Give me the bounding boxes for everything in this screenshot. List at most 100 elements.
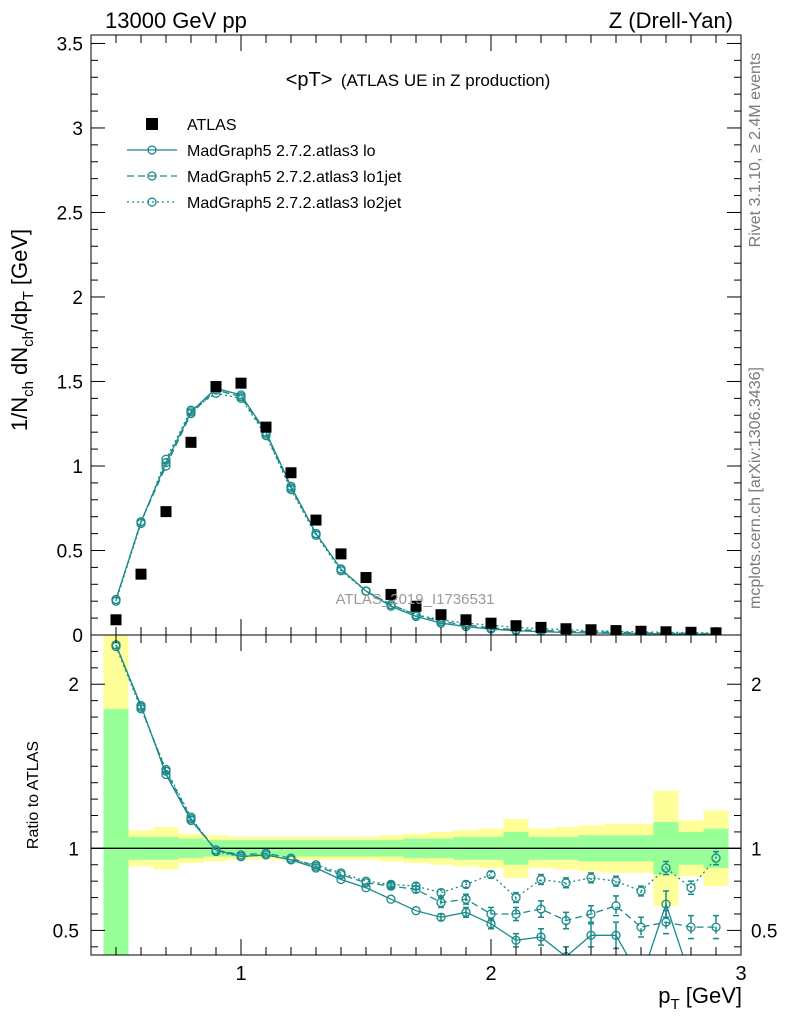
ratio-point <box>611 930 621 940</box>
data-point <box>435 609 447 621</box>
ratio-point <box>561 915 571 926</box>
x-axis-label: pT [GeV] <box>658 983 742 1013</box>
ratio-point <box>636 886 646 896</box>
data-point <box>360 572 372 584</box>
data-point <box>161 454 171 464</box>
data-point <box>310 514 322 526</box>
ratio-point <box>536 874 546 885</box>
ratio-point <box>361 883 371 893</box>
data-point <box>160 506 172 518</box>
data-point <box>186 405 196 415</box>
ratio-y-tick-label: 0.5 <box>53 921 79 942</box>
legend-marker-circle <box>147 171 157 181</box>
ratio-point <box>711 922 721 932</box>
data-point <box>510 620 522 632</box>
plot-title-sub: (ATLAS UE in Z production) <box>341 71 550 90</box>
ratio-point <box>637 976 645 984</box>
ratio-point <box>511 909 521 919</box>
ratio-point <box>661 917 671 927</box>
ratio-point <box>536 932 546 942</box>
data-point <box>460 614 472 626</box>
ratio-y-tick-label-right: 1 <box>751 839 762 860</box>
ratio-point <box>711 853 721 863</box>
data-point <box>410 600 422 612</box>
ratio-point <box>586 909 596 919</box>
data-point <box>135 568 147 580</box>
ratio-point <box>561 878 571 888</box>
ratio-series-1 <box>111 640 721 940</box>
y-tick-label: 1 <box>72 457 83 478</box>
ratio-point <box>636 922 646 932</box>
ratio-point <box>336 868 346 878</box>
data-point <box>336 566 346 576</box>
data-point <box>386 599 396 610</box>
data-point <box>136 518 146 529</box>
y-tick-label: 0.5 <box>57 541 83 562</box>
energy-label: 13000 GeV pp <box>105 8 247 33</box>
ratio-point <box>161 764 171 775</box>
ratio-point <box>386 879 396 890</box>
data-point <box>236 393 246 404</box>
ratio-point <box>236 851 246 862</box>
series-line <box>115 392 717 634</box>
x-tick-label: 2 <box>485 963 496 985</box>
y-tick-label: 2 <box>72 288 83 309</box>
data-point <box>161 461 171 471</box>
ratio-point <box>411 884 421 895</box>
ratio-point <box>436 897 446 908</box>
plot-title: <pT> (ATLAS UE in Z production) <box>286 69 551 91</box>
ratio-point <box>411 906 421 916</box>
x-tick-label: 1 <box>235 963 246 985</box>
y-tick-label: 1.5 <box>57 372 83 393</box>
ratio-y-tick-label: 1 <box>68 839 79 860</box>
ratio-point <box>386 894 396 904</box>
x-tick-label: 3 <box>735 963 746 985</box>
data-point <box>210 381 222 393</box>
ratio-point <box>336 874 346 885</box>
data-point <box>335 548 347 560</box>
legend-marker-circle <box>147 145 157 155</box>
ratio-point <box>361 876 371 886</box>
data-point <box>185 436 197 448</box>
ratio-point <box>261 850 271 860</box>
data-point <box>260 421 272 433</box>
ratio-point <box>436 887 446 898</box>
data-point <box>285 467 297 479</box>
data-point <box>385 588 397 600</box>
ratio-point <box>211 846 221 857</box>
legend-label: ATLAS <box>187 117 237 134</box>
y-tick-label: 3.5 <box>57 34 83 55</box>
rivet-label: Rivet 3.1.10, ≥ 2.4M events <box>747 53 764 248</box>
legend-marker-square <box>146 118 158 130</box>
ratio-point <box>436 912 446 922</box>
ratio-point <box>511 892 521 903</box>
y-tick-label: 2.5 <box>57 203 83 224</box>
ratio-point <box>586 873 596 883</box>
process-label: Z (Drell-Yan) <box>609 8 733 33</box>
data-point <box>311 530 321 540</box>
ratio-y-tick-label: 2 <box>68 675 79 696</box>
plot-title-main: <pT> <box>286 69 333 91</box>
ratio-point <box>136 704 146 714</box>
ratio-point <box>661 899 671 909</box>
ratio-point <box>461 894 471 904</box>
legend: ATLAS MadGraph5 2.7.2.atlas3 lo MadGraph5 … <box>127 117 402 212</box>
ratio-series-2 <box>111 641 721 904</box>
legend-label: MadGraph5 2.7.2.atlas3 lo1jet <box>187 169 402 186</box>
ratio-point <box>486 869 496 880</box>
ratio-point <box>411 881 421 891</box>
data-point <box>361 586 371 596</box>
ratio-y-tick-label-right: 2 <box>751 675 762 696</box>
watermark: ATLAS_2019_I1736531 <box>335 591 494 608</box>
ratio-panel: 0.5 0.5 1 1 2 2 1 2 3 Ratio to ATLAS pT [GeV] <box>25 634 777 1013</box>
ratio-point <box>511 935 521 945</box>
y-axis-label-ratio: Ratio to ATLAS <box>25 741 42 849</box>
mcplots-label: mcplots.cern.ch [arXiv:1306.3436] <box>747 367 764 609</box>
y-axis-label-main: 1/Nch dNch/dpT [GeV] <box>7 229 37 431</box>
legend-marker-circle <box>147 197 157 207</box>
ratio-point <box>686 922 696 932</box>
ratio-point <box>661 863 671 873</box>
ratio-point <box>686 883 696 893</box>
y-tick-label: 3 <box>72 119 83 140</box>
